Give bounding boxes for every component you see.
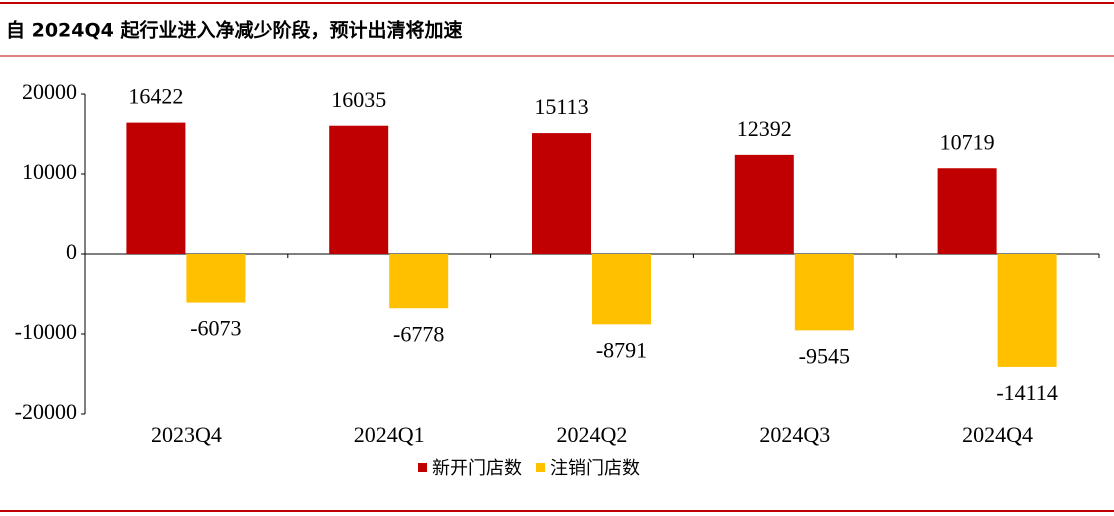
y-tick-label: 0 [66, 239, 77, 264]
y-tick-label: -10000 [15, 319, 77, 344]
data-label: -6073 [190, 316, 241, 341]
x-tick-label: 2024Q2 [557, 422, 628, 447]
legend-label: 新开门店数 [432, 458, 522, 479]
x-tick-label: 2024Q3 [759, 422, 830, 447]
x-tick-label: 2024Q1 [354, 422, 425, 447]
legend-swatch [536, 463, 545, 472]
bar [126, 122, 186, 255]
bar [329, 125, 389, 254]
bar [592, 254, 651, 325]
bar [794, 254, 854, 331]
y-tick-label: 20000 [22, 79, 77, 104]
data-label: 12392 [737, 116, 792, 141]
data-label: -9545 [799, 343, 850, 368]
y-tick-label: 10000 [22, 159, 77, 184]
data-label: 16035 [331, 87, 386, 112]
data-label: -14114 [996, 380, 1058, 405]
x-tick-label: 2024Q4 [962, 422, 1033, 447]
bar [186, 254, 246, 303]
bar [734, 154, 794, 254]
data-label: -8791 [596, 337, 647, 362]
bar [997, 254, 1057, 367]
x-tick-label: 2023Q4 [151, 422, 222, 447]
bar [389, 254, 449, 309]
data-label: -6778 [393, 321, 444, 346]
data-label: 16422 [128, 84, 183, 109]
bar [532, 133, 591, 254]
legend-swatch [418, 463, 427, 472]
data-label: 15113 [534, 94, 588, 119]
y-tick-label: -20000 [15, 399, 77, 424]
chart-title: 自 2024Q4 起行业进入净减少阶段，预计出清将加速 [6, 19, 462, 42]
data-label: 10719 [940, 129, 995, 154]
bar [937, 168, 997, 254]
legend-label: 注销门店数 [550, 458, 640, 479]
